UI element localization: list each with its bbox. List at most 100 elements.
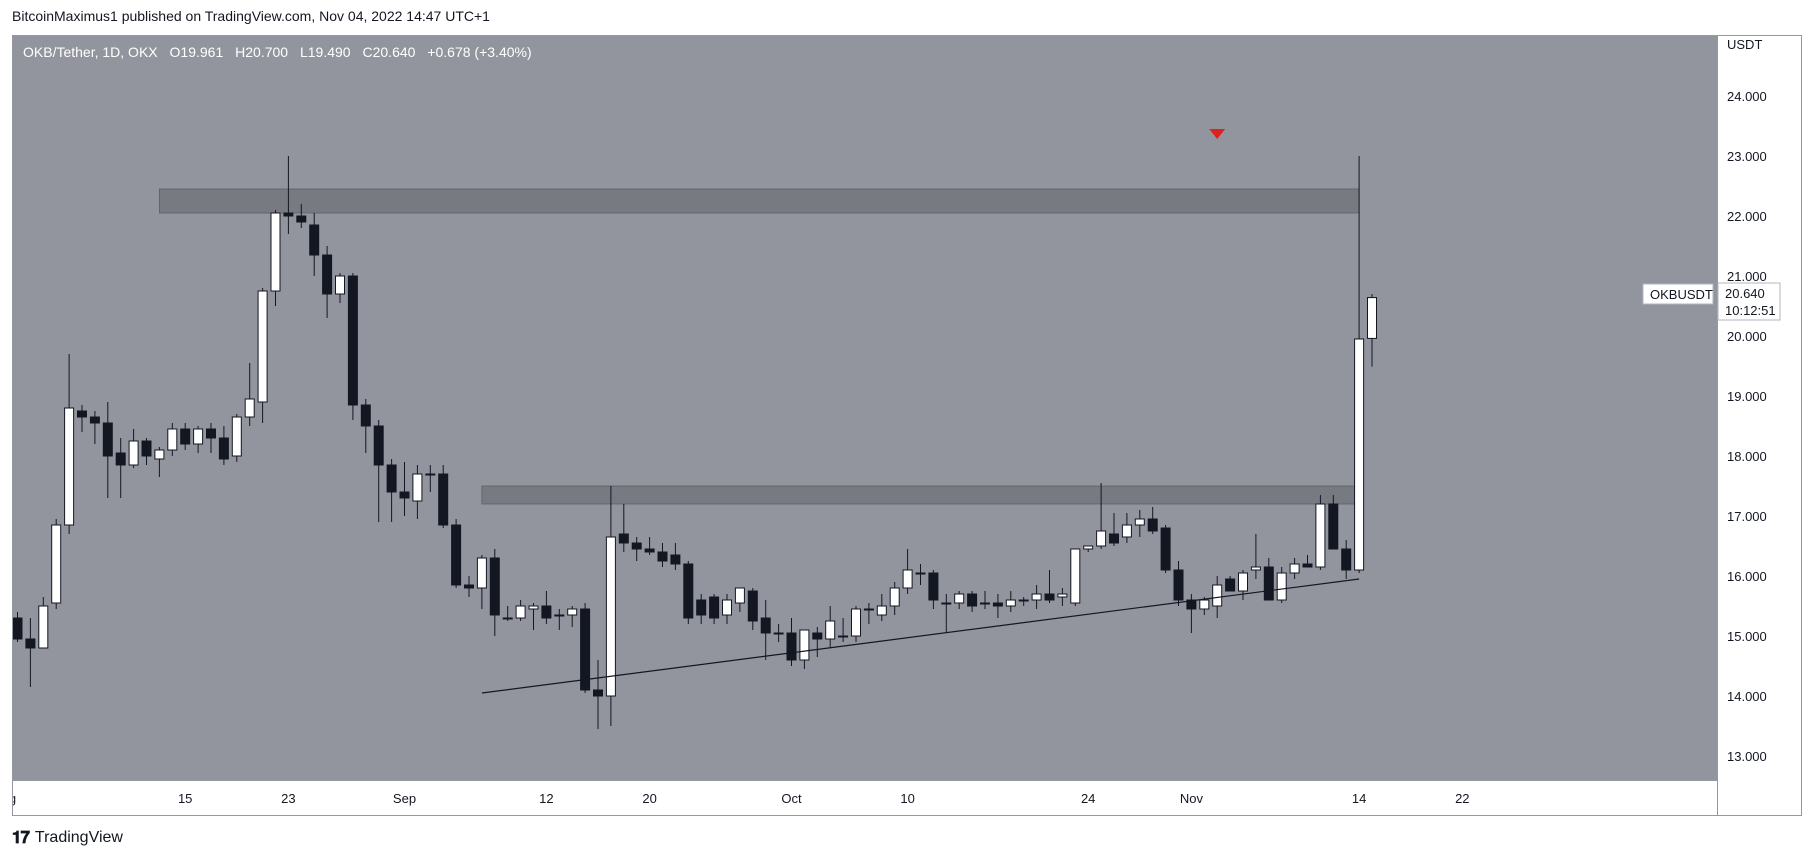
- time-axis-background[interactable]: [13, 780, 1717, 815]
- candle[interactable]: [863, 603, 874, 624]
- candle[interactable]: [734, 587, 745, 612]
- candle[interactable]: [25, 618, 36, 687]
- candle[interactable]: [386, 459, 397, 522]
- candle[interactable]: [77, 405, 87, 432]
- candle[interactable]: [360, 399, 371, 453]
- candle[interactable]: [231, 414, 242, 462]
- candle[interactable]: [1083, 545, 1094, 552]
- candle[interactable]: [167, 423, 178, 456]
- candle[interactable]: [1328, 495, 1339, 550]
- candle[interactable]: [709, 594, 720, 624]
- candle[interactable]: [1160, 525, 1171, 573]
- candle[interactable]: [38, 597, 49, 649]
- candle[interactable]: [425, 465, 436, 492]
- candle[interactable]: [438, 465, 449, 528]
- candle[interactable]: [1070, 548, 1081, 606]
- footer-brand[interactable]: 𝟏𝟕 TradingView: [12, 828, 123, 848]
- candle[interactable]: [154, 447, 165, 477]
- candle[interactable]: [141, 438, 152, 465]
- candle[interactable]: [747, 588, 758, 630]
- candle[interactable]: [760, 600, 771, 660]
- candle[interactable]: [941, 594, 952, 633]
- candle[interactable]: [1031, 585, 1042, 609]
- candle[interactable]: [1341, 540, 1352, 579]
- candle[interactable]: [193, 426, 204, 453]
- candle[interactable]: [838, 618, 849, 642]
- candle[interactable]: [1044, 570, 1055, 603]
- candle[interactable]: [889, 582, 900, 615]
- candle[interactable]: [1057, 588, 1068, 606]
- candle[interactable]: [1367, 294, 1377, 367]
- candle[interactable]: [1018, 597, 1029, 606]
- candle[interactable]: [1315, 495, 1326, 570]
- candle[interactable]: [1289, 558, 1300, 579]
- candle[interactable]: [399, 462, 410, 516]
- candle[interactable]: [1238, 570, 1248, 600]
- candle[interactable]: [631, 537, 642, 561]
- candle[interactable]: [244, 363, 255, 426]
- candle[interactable]: [180, 423, 191, 450]
- candle[interactable]: [1173, 561, 1184, 606]
- candle[interactable]: [722, 594, 732, 624]
- candle[interactable]: [489, 549, 500, 636]
- candle[interactable]: [567, 606, 578, 627]
- candle[interactable]: [322, 246, 333, 318]
- candle[interactable]: [102, 402, 113, 498]
- candle[interactable]: [373, 420, 384, 522]
- candle[interactable]: [657, 543, 668, 567]
- candle[interactable]: [1134, 510, 1145, 537]
- candle[interactable]: [554, 609, 565, 630]
- candle[interactable]: [1276, 567, 1287, 603]
- candle[interactable]: [309, 213, 320, 276]
- candle[interactable]: [476, 555, 487, 609]
- candle[interactable]: [696, 594, 707, 624]
- candle[interactable]: [992, 594, 1003, 618]
- candle[interactable]: [786, 618, 797, 666]
- candle[interactable]: [347, 273, 358, 420]
- candle[interactable]: [1121, 513, 1132, 543]
- candle[interactable]: [915, 564, 926, 585]
- candle[interactable]: [515, 600, 526, 621]
- candle[interactable]: [206, 423, 216, 453]
- candle[interactable]: [1005, 591, 1016, 612]
- candle[interactable]: [902, 549, 913, 594]
- candle[interactable]: [954, 591, 965, 609]
- candle[interactable]: [644, 537, 655, 555]
- candle[interactable]: [218, 426, 229, 465]
- candle[interactable]: [64, 354, 75, 534]
- candle[interactable]: [1199, 597, 1210, 615]
- candle[interactable]: [115, 438, 126, 498]
- candle[interactable]: [13, 612, 23, 642]
- candle[interactable]: [980, 591, 990, 609]
- candle[interactable]: [605, 486, 616, 726]
- candle[interactable]: [541, 591, 552, 624]
- price-axis-background[interactable]: [1717, 36, 1801, 815]
- candle[interactable]: [128, 429, 139, 468]
- candle[interactable]: [270, 210, 281, 306]
- candle[interactable]: [257, 288, 268, 423]
- candle[interactable]: [1354, 156, 1365, 573]
- candle[interactable]: [1109, 513, 1119, 546]
- candle[interactable]: [296, 204, 307, 228]
- support-trendline[interactable]: [481, 578, 1360, 694]
- candle[interactable]: [1096, 483, 1107, 549]
- candle[interactable]: [464, 576, 474, 597]
- candle[interactable]: [1302, 555, 1313, 568]
- candle[interactable]: [876, 594, 887, 621]
- candle[interactable]: [967, 591, 978, 612]
- candle[interactable]: [683, 561, 694, 624]
- candle[interactable]: [812, 627, 823, 657]
- candle[interactable]: [928, 570, 939, 609]
- candle[interactable]: [451, 519, 462, 588]
- candle[interactable]: [89, 411, 100, 444]
- candle[interactable]: [1250, 534, 1261, 579]
- candle[interactable]: [412, 465, 423, 519]
- candle[interactable]: [1147, 507, 1158, 534]
- candle[interactable]: [825, 606, 836, 648]
- candle[interactable]: [773, 624, 784, 642]
- resistance-zone[interactable]: [158, 188, 1360, 214]
- candle[interactable]: [51, 519, 62, 609]
- candle[interactable]: [580, 603, 591, 693]
- candle[interactable]: [618, 504, 629, 552]
- candle[interactable]: [528, 603, 539, 630]
